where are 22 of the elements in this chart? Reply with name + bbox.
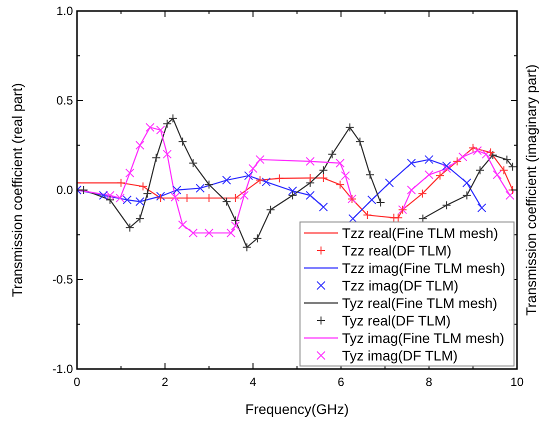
x-tick-label: 2: [162, 375, 169, 389]
x-tick-label: 6: [338, 375, 345, 389]
legend-label: Tzz real(DF TLM): [342, 242, 452, 258]
y2-axis-title: Transmission coefficient (imaginary part): [523, 64, 539, 316]
x-tick-label: 4: [250, 375, 257, 389]
legend-label: Tyz imag(DF TLM): [342, 348, 458, 364]
legend-label: Tyz real(DF TLM): [342, 312, 451, 328]
x-axis-title: Frequency(GHz): [245, 401, 349, 417]
y-axis-title: Transmission coefficient (real part): [9, 83, 25, 297]
y-tick-label: 0.5: [56, 94, 74, 108]
legend-label: Tzz imag(Fine TLM mesh): [342, 260, 506, 276]
legend-label: Tzz imag(DF TLM): [342, 278, 458, 294]
y-tick-label: 1.0: [56, 4, 74, 18]
y-tick-label: 0.0: [56, 183, 74, 197]
x-tick-label: 0: [74, 375, 81, 389]
legend-label: Tyz imag(Fine TLM mesh): [342, 330, 504, 346]
x-tick-label: 8: [426, 375, 433, 389]
legend-label: Tzz real(Fine TLM mesh): [342, 225, 498, 241]
x-tick-label: 10: [510, 375, 524, 389]
legend-label: Tyz real(Fine TLM mesh): [342, 295, 498, 311]
y-tick-label: -0.5: [52, 272, 74, 286]
y-tick-label: -1.0: [52, 362, 74, 376]
